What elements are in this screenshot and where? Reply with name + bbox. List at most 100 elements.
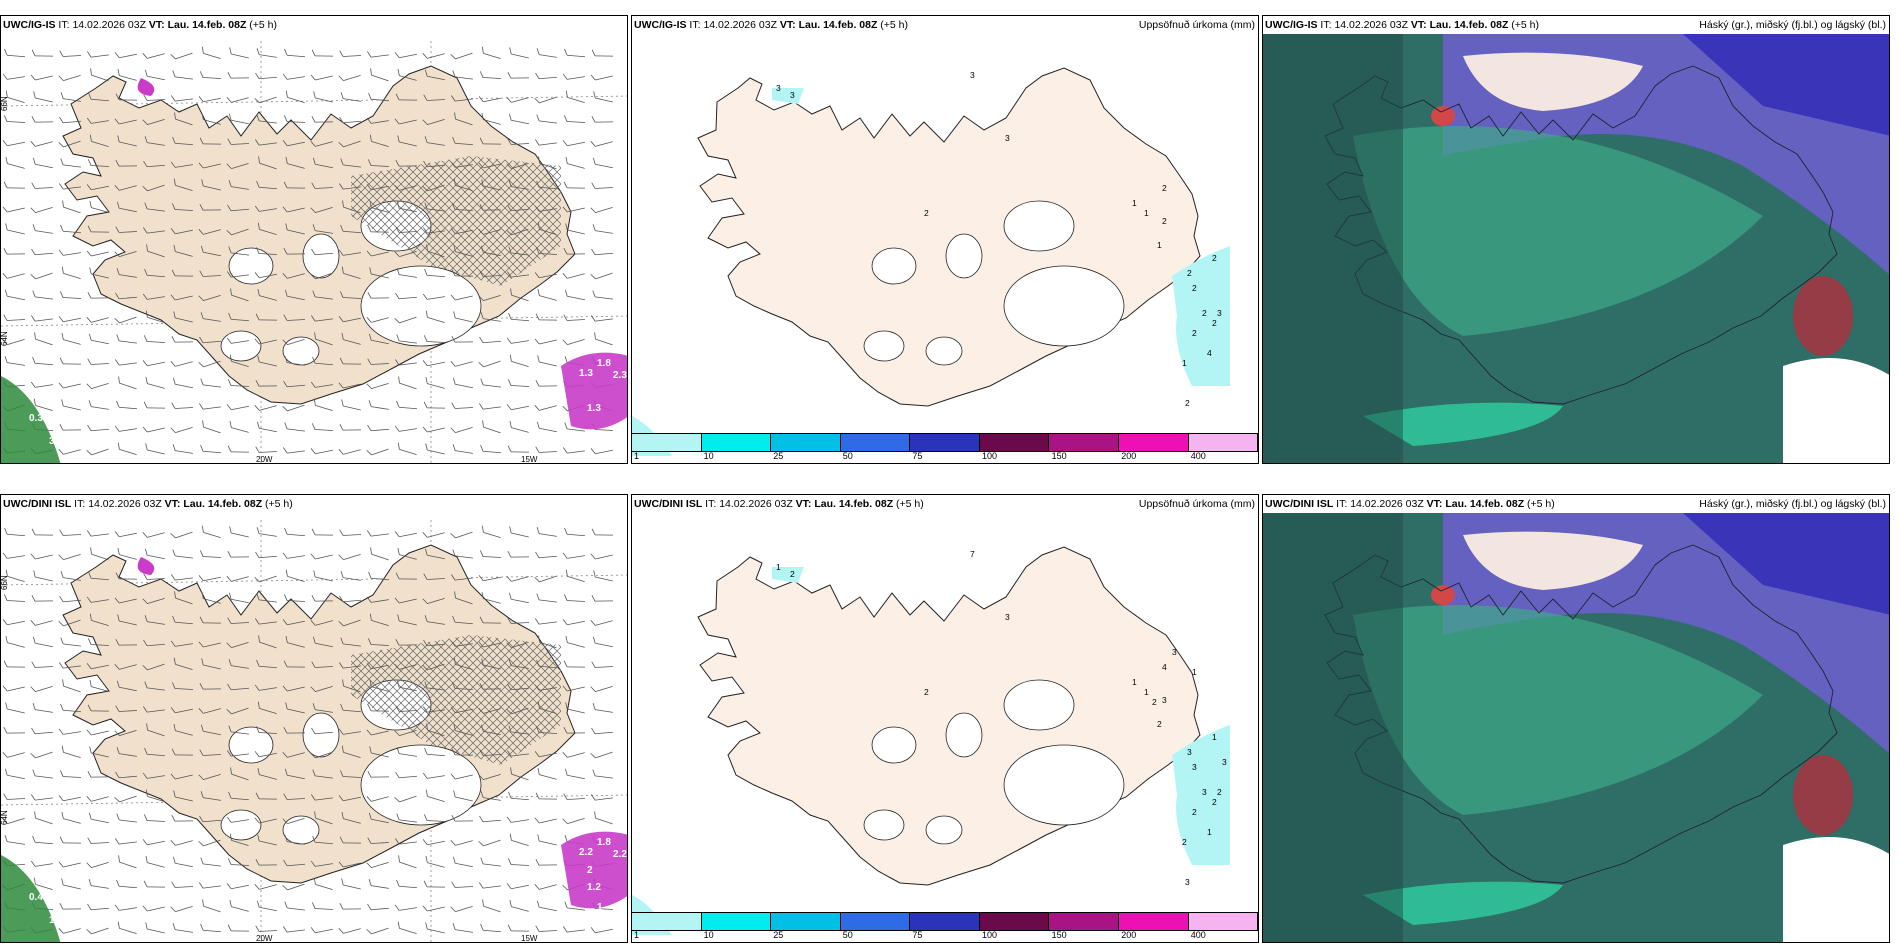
wind-barb bbox=[227, 445, 250, 453]
wind-barb bbox=[31, 794, 53, 801]
wind-barb bbox=[478, 96, 501, 103]
wind-barb bbox=[562, 552, 585, 559]
wind-barb bbox=[340, 637, 361, 647]
glacier bbox=[871, 726, 917, 764]
wind-barb bbox=[116, 201, 137, 213]
colorbar-label: 25 bbox=[773, 451, 784, 461]
wind-barb bbox=[171, 203, 194, 211]
wind-barb bbox=[310, 74, 333, 81]
wind-barb bbox=[255, 551, 278, 559]
wind-barb bbox=[114, 795, 137, 803]
wind-barb bbox=[173, 724, 193, 736]
panel-header: UWC/IG-IS IT: 14.02.2026 03Z VT: Lau. 14… bbox=[1265, 19, 1540, 31]
wind-barb bbox=[366, 861, 389, 869]
wind-barb bbox=[87, 704, 110, 712]
wind-barb bbox=[115, 639, 138, 646]
wind-barb bbox=[255, 792, 278, 800]
wind-barb bbox=[536, 114, 557, 124]
wind-barb bbox=[535, 551, 558, 559]
wind-barb bbox=[338, 140, 361, 148]
precip-colorbar: 1 10 25 50 75 100 150 200 400 bbox=[632, 912, 1258, 942]
wind-barb bbox=[395, 771, 418, 779]
wind-barb bbox=[31, 528, 54, 536]
wind-barb bbox=[284, 527, 306, 537]
wind-barb bbox=[58, 249, 81, 256]
wind-barb bbox=[338, 928, 361, 934]
wind-barb bbox=[312, 835, 334, 845]
wind-barb bbox=[171, 881, 194, 888]
wind-barb bbox=[564, 48, 586, 58]
wind-barb bbox=[201, 113, 221, 125]
wind-barb bbox=[88, 571, 110, 581]
wind-barb bbox=[115, 572, 138, 580]
wind-barb bbox=[229, 526, 249, 538]
wind-barb bbox=[60, 158, 81, 168]
wind-barb bbox=[254, 817, 277, 824]
wind-barb bbox=[226, 228, 249, 236]
wind-barb bbox=[450, 640, 473, 647]
wind-barb bbox=[310, 272, 333, 280]
wind-barb bbox=[424, 615, 445, 625]
wind-barb bbox=[367, 704, 390, 712]
wind-barb bbox=[366, 729, 389, 736]
wind-barb bbox=[340, 158, 361, 168]
cloud-max bbox=[1431, 585, 1455, 605]
wind-barb bbox=[534, 884, 557, 890]
wind-barb bbox=[311, 315, 333, 322]
precip-patch bbox=[561, 352, 627, 430]
precip-patch bbox=[137, 78, 155, 96]
precip-value: 2.2 bbox=[613, 849, 627, 860]
wind-barb bbox=[226, 883, 249, 890]
wind-barb bbox=[86, 663, 109, 670]
wind-barb bbox=[450, 773, 473, 780]
wind-barb bbox=[255, 925, 278, 932]
wind-barb bbox=[591, 727, 614, 735]
wind-barb bbox=[562, 273, 585, 279]
wind-barb bbox=[424, 268, 446, 278]
wind-barb bbox=[5, 636, 25, 648]
wind-map: 0.3 3.5 1.3 1.82.3 1.3 20W 15W 66N 64N bbox=[1, 16, 627, 463]
wind-barb bbox=[479, 683, 502, 690]
wind-barb bbox=[590, 206, 613, 214]
wind-barb bbox=[2, 752, 25, 758]
wind-barb bbox=[226, 707, 249, 715]
glacier bbox=[945, 233, 983, 279]
cloud-panel-igis: UWC/IG-IS IT: 14.02.2026 03Z VT: Lau. 14… bbox=[1262, 15, 1890, 464]
colorbar-label: 200 bbox=[1121, 930, 1137, 940]
wind-barb bbox=[228, 180, 249, 190]
wind-barb bbox=[451, 748, 474, 756]
wind-barb bbox=[198, 96, 221, 103]
green-patch bbox=[1, 376, 61, 463]
shaded-region bbox=[1263, 513, 1403, 942]
wind-barb bbox=[506, 404, 529, 411]
wind-barb bbox=[452, 856, 473, 868]
wind-barb bbox=[173, 311, 193, 323]
wind-barb bbox=[368, 812, 389, 824]
wind-barb bbox=[535, 792, 558, 800]
wind-barb bbox=[506, 337, 529, 344]
wind-barb bbox=[255, 247, 278, 255]
wind-barb bbox=[3, 594, 26, 602]
wind-barb bbox=[282, 619, 305, 626]
wind-barb bbox=[62, 200, 81, 214]
glacier bbox=[945, 712, 983, 758]
wind-barb bbox=[479, 403, 501, 410]
wind-barb bbox=[590, 272, 613, 280]
wind-barb bbox=[341, 812, 361, 824]
glacier bbox=[925, 815, 963, 845]
wind-barb bbox=[199, 137, 222, 145]
colorbar-swatch bbox=[771, 913, 841, 930]
wind-barb bbox=[535, 313, 558, 321]
wind-barb bbox=[396, 334, 417, 344]
wind-barb bbox=[395, 359, 417, 366]
wind-barb bbox=[452, 615, 474, 625]
wind-barb bbox=[394, 250, 417, 258]
wind-barb bbox=[367, 638, 390, 646]
wind-barb bbox=[424, 69, 445, 81]
wind-barb bbox=[510, 767, 529, 781]
wind-barb bbox=[508, 113, 529, 125]
wind-barb bbox=[32, 157, 53, 169]
wind-barb bbox=[145, 443, 165, 455]
precip-value: 2 bbox=[1212, 797, 1217, 807]
